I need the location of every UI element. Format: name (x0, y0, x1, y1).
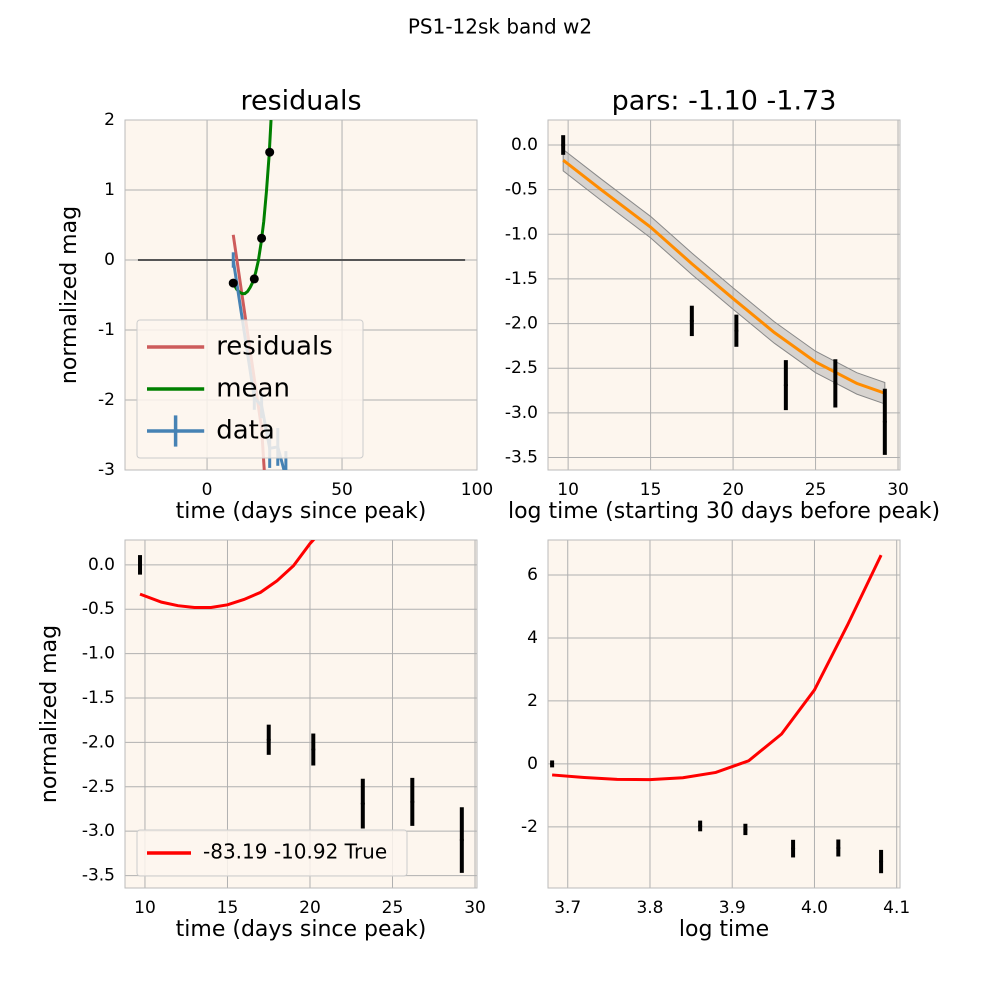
x-tick-label: 100 (461, 480, 493, 500)
legend-box (136, 829, 408, 877)
point (459, 838, 464, 843)
x-tick-label: 3.7 (554, 898, 581, 918)
point (734, 328, 739, 333)
point (689, 318, 694, 323)
y-tick-label: 6 (527, 565, 538, 585)
y-tick-label: -3 (98, 460, 115, 480)
point (879, 859, 884, 864)
line (562, 158, 886, 395)
x-tick-label: 20 (722, 480, 744, 500)
y-axis-label: normalized mag (57, 206, 82, 384)
y-tick-label: -3.0 (505, 403, 538, 423)
point (550, 761, 555, 766)
y-tick-label: -2 (98, 390, 115, 410)
point (410, 799, 415, 804)
y-tick-label: -0.5 (505, 180, 538, 200)
plot-area (561, 135, 887, 455)
x-tick-label: 15 (217, 898, 239, 918)
y-tick-label: 1 (104, 180, 115, 200)
point (266, 737, 271, 742)
y-tick-label: 0 (527, 754, 538, 774)
y-tick-label: -2.5 (82, 777, 115, 797)
y-tick-label: 4 (527, 628, 538, 648)
x-tick-label: 0 (202, 480, 213, 500)
figure-title: PS1-12sk band w2 (408, 15, 592, 39)
point (791, 846, 796, 851)
plot-background (548, 540, 900, 888)
point (265, 147, 275, 157)
y-tick-label: -1.0 (505, 224, 538, 244)
plot-frame (124, 119, 478, 471)
y-tick-label: 2 (104, 110, 115, 130)
y-tick-label: -1 (98, 320, 115, 340)
y-tick-label: -1.5 (82, 688, 115, 708)
point (561, 143, 566, 147)
x-tick-label: 3.8 (636, 898, 663, 918)
line (139, 540, 316, 609)
x-tick-label: 50 (331, 480, 353, 500)
legend-label: -83.19 -10.92 True (203, 840, 387, 864)
legend-label: residuals (216, 332, 333, 362)
point (698, 823, 703, 828)
legend-label: mean (216, 374, 290, 404)
point (249, 274, 259, 284)
y-tick-label: 0 (104, 250, 115, 270)
y-tick-label: -2.5 (505, 358, 538, 378)
y-tick-label: -3.5 (505, 448, 538, 468)
plot-frame (547, 119, 901, 471)
y-tick-label: -1.5 (505, 269, 538, 289)
x-tick-label: 20 (299, 898, 321, 918)
plot-background (548, 120, 900, 470)
y-tick-label: -3.0 (82, 821, 115, 841)
y-tick-label: 0.0 (511, 135, 538, 155)
x-tick-label: 25 (382, 898, 404, 918)
plot-frame (547, 539, 901, 889)
y-tick-label: 2 (527, 691, 538, 711)
x-tick-label: 10 (134, 898, 156, 918)
x-axis-label: log time (679, 917, 769, 942)
line (551, 554, 883, 782)
plot-title: pars: -1.10 -1.73 (612, 86, 837, 117)
point (138, 562, 143, 567)
x-tick-label: 10 (557, 480, 579, 500)
point (228, 278, 238, 288)
point (833, 381, 838, 386)
x-tick-label: 3.9 (719, 898, 746, 918)
x-tick-label: 15 (640, 480, 662, 500)
point (360, 801, 365, 806)
y-axis-label: normalized mag (37, 625, 62, 803)
plot-frame (124, 539, 478, 889)
y-tick-label: -1.0 (82, 644, 115, 664)
point (836, 846, 841, 851)
plot-area (138, 540, 464, 873)
x-tick-label: 4.1 (883, 898, 910, 918)
plot-title: residuals (240, 86, 361, 117)
point (257, 233, 267, 243)
legend-label: data (216, 416, 275, 446)
x-tick-label: 30 (887, 480, 909, 500)
x-tick-label: 25 (805, 480, 827, 500)
x-tick-label: 4.0 (801, 898, 828, 918)
point (783, 383, 788, 388)
legend-box (136, 319, 364, 459)
y-tick-label: -2.0 (82, 732, 115, 752)
y-tick-label: 0.0 (88, 555, 115, 575)
plot-area (550, 554, 884, 874)
x-axis-label: log time (starting 30 days before peak) (508, 499, 940, 524)
y-tick-label: -2.0 (505, 314, 538, 334)
x-axis-label: time (days since peak) (176, 917, 427, 942)
x-tick-label: 30 (464, 898, 486, 918)
y-tick-label: -0.5 (82, 599, 115, 619)
point (311, 747, 316, 752)
point (743, 827, 748, 832)
y-tick-label: -2 (521, 817, 538, 837)
point (882, 419, 887, 424)
x-axis-label: time (days since peak) (176, 499, 427, 524)
y-tick-label: -3.5 (82, 866, 115, 886)
